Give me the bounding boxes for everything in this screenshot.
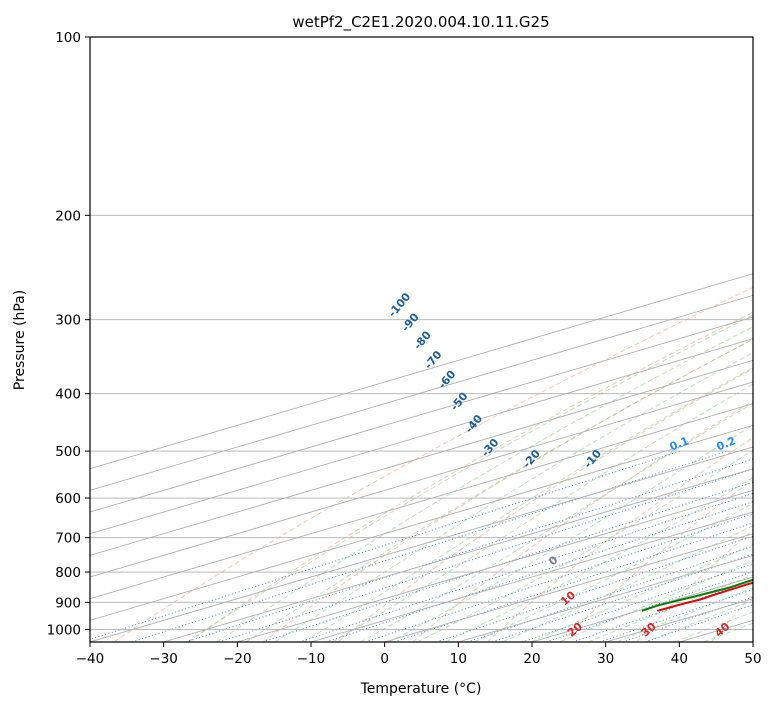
isotherm <box>90 424 753 621</box>
isotherm <box>90 359 753 556</box>
y-tick-label: 300 <box>55 313 81 329</box>
mixing-ratio-line <box>436 535 753 642</box>
moist-adiabat <box>417 449 753 642</box>
moist-adiabat-label: 30 <box>639 620 659 640</box>
chart-title: wetPf2_C2E1.2020.004.10.11.G25 <box>292 13 549 32</box>
y-tick-label: 900 <box>55 595 81 611</box>
mixing-ratio-line <box>521 563 753 642</box>
x-axis: −40 −30 −20 −10 0 10 20 30 40 50 <box>76 642 762 667</box>
mixing-ratio-line <box>572 579 753 642</box>
isotherm <box>384 533 753 642</box>
dry-adiabat-label: -90 <box>399 310 422 334</box>
dry-adiabat <box>337 368 753 642</box>
moist-adiabat-label: 20 <box>565 620 585 640</box>
moist-adiabat <box>274 352 753 642</box>
moist-adiabat <box>331 383 753 642</box>
moist-adiabat <box>645 599 753 642</box>
isotherm <box>237 489 753 642</box>
dry-adiabat <box>263 338 753 642</box>
moist-adiabat <box>216 326 753 642</box>
moist-adiabat <box>530 543 753 642</box>
isotherm <box>752 641 753 642</box>
y-tick-label: 1000 <box>47 622 81 638</box>
x-tick-label: 10 <box>450 651 467 667</box>
dry-adiabat-label: -80 <box>411 328 434 352</box>
mixing-ratio-line <box>394 522 753 642</box>
moist-adiabat <box>473 502 753 642</box>
x-axis-label: Temperature (°C) <box>360 681 482 697</box>
plot-frame <box>89 36 754 643</box>
mixing-ratio-line <box>185 458 753 642</box>
moist-adiabat <box>245 338 753 642</box>
dry-adiabat <box>561 479 753 642</box>
isotherm <box>90 446 753 642</box>
isotherm <box>90 294 753 491</box>
isotherm <box>90 338 753 535</box>
x-tick-label: −10 <box>297 651 326 667</box>
mixing-ratio-line <box>90 450 681 640</box>
moist-adiabat <box>445 477 753 642</box>
moist-adiabat <box>303 366 753 642</box>
mixing-ratio-line <box>262 481 753 642</box>
x-tick-label: 50 <box>744 651 761 667</box>
mixing-ratio-label: 0.1 <box>668 434 691 453</box>
dry-adiabat <box>711 593 753 642</box>
mixing-ratio-line <box>365 513 753 642</box>
moist-adiabat <box>587 574 753 642</box>
x-tick-label: −30 <box>149 651 178 667</box>
isotherm <box>90 273 753 470</box>
x-tick-label: 40 <box>671 651 688 667</box>
mixing-ratio-line <box>546 571 753 642</box>
dry-adiabat <box>636 529 753 642</box>
dry-adiabat <box>113 286 753 642</box>
x-tick-label: −20 <box>223 651 252 667</box>
isotherm <box>163 468 753 642</box>
y-tick-label: 600 <box>55 491 81 507</box>
moist-adiabat-label: 40 <box>712 620 732 640</box>
dry-adiabat <box>188 311 753 642</box>
grid <box>90 37 753 642</box>
moist-adiabat-label: 10 <box>558 588 578 608</box>
dry-adiabat-label: -70 <box>422 348 445 372</box>
dry-adiabat-label: -50 <box>448 389 471 413</box>
y-axis-label: Pressure (hPa) <box>12 290 28 390</box>
moist-adiabat <box>388 424 753 642</box>
y-tick-label: 800 <box>55 565 81 581</box>
x-tick-label: 20 <box>523 651 540 667</box>
moist-adiabat <box>674 611 753 642</box>
y-tick-label: 100 <box>55 30 81 46</box>
mixing-ratio-line <box>622 596 753 642</box>
moist-adiabat-label: 0 <box>546 553 560 568</box>
isotherm <box>90 381 753 578</box>
isotherm <box>310 511 753 642</box>
y-tick-label: 500 <box>55 444 81 460</box>
y-tick-label: 400 <box>55 387 81 403</box>
moist-adiabat <box>703 622 753 642</box>
dry-adiabat-label: -10 <box>581 447 604 471</box>
y-tick-label: 700 <box>55 531 81 547</box>
isotherm <box>90 403 753 600</box>
x-tick-label: 0 <box>380 651 389 667</box>
isotherm <box>90 316 753 513</box>
mixing-ratio-line <box>131 450 728 642</box>
x-tick-label: 30 <box>597 651 614 667</box>
x-tick-label: −40 <box>76 651 105 667</box>
moist-adiabat <box>502 525 753 642</box>
moist-adiabat <box>187 314 753 642</box>
y-axis: 100 200 300 400 500 600 700 800 900 1000 <box>47 30 90 638</box>
temperature-profile <box>657 581 753 612</box>
y-tick-label: 200 <box>55 208 81 224</box>
